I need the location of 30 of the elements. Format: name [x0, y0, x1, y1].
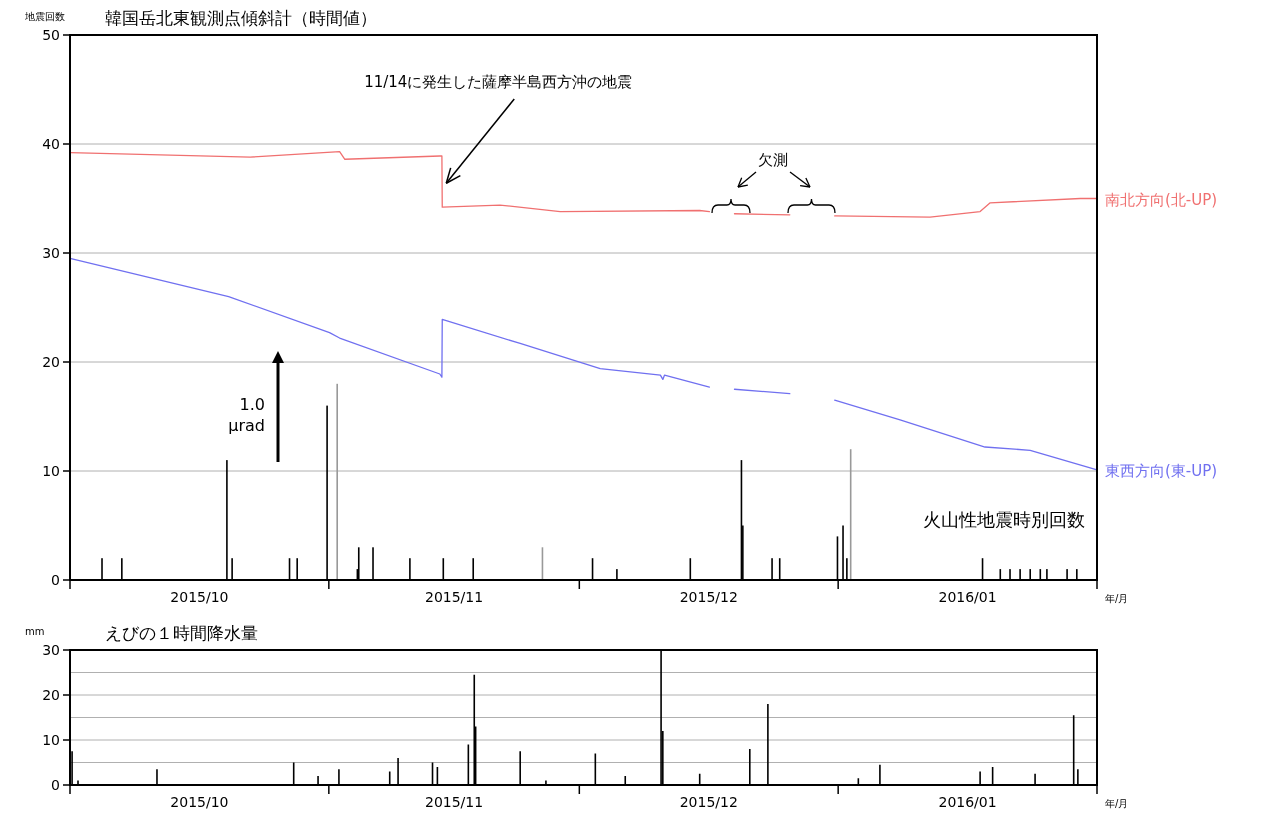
x-axis-title: 年/月: [1105, 798, 1129, 809]
x-tick-label: 2015/11: [425, 589, 484, 605]
y-axis-title: 地震回数: [24, 11, 65, 22]
annotation: 欠測: [758, 151, 788, 169]
y-axis-title: mm: [25, 626, 45, 637]
x-tick-label: 2015/10: [170, 794, 229, 810]
y-tick-label: 30: [42, 642, 60, 658]
x-tick-label: 2015/12: [679, 794, 738, 810]
x-tick-label: 2016/01: [938, 794, 997, 810]
x-tick-label: 2015/12: [679, 589, 738, 605]
chart-title: 韓国岳北東観測点傾斜計（時間値）: [105, 8, 377, 28]
x-axis-title: 年/月: [1105, 593, 1129, 604]
y-tick-label: 0: [51, 572, 60, 588]
annotation: 1.0 µrad: [228, 395, 265, 435]
y-tick-label: 50: [42, 27, 60, 43]
x-tick-label: 2015/11: [425, 794, 484, 810]
y-tick-label: 10: [42, 463, 60, 479]
y-tick-label: 20: [42, 687, 60, 703]
series-label: 南北方向(北-UP): [1105, 190, 1218, 209]
x-tick-label: 2015/10: [170, 589, 229, 605]
annotation: 11/14に発生した薩摩半島西方沖の地震: [364, 73, 633, 91]
chart-title: えびの１時間降水量: [105, 623, 258, 643]
y-tick-label: 10: [42, 732, 60, 748]
y-tick-label: 0: [51, 777, 60, 793]
y-tick-label: 40: [42, 136, 60, 152]
text: 火山性地震時別回数: [923, 508, 1085, 530]
x-tick-label: 2016/01: [938, 589, 997, 605]
series-label: 東西方向(東-UP): [1105, 461, 1218, 480]
y-tick-label: 30: [42, 245, 60, 261]
y-tick-label: 20: [42, 354, 60, 370]
